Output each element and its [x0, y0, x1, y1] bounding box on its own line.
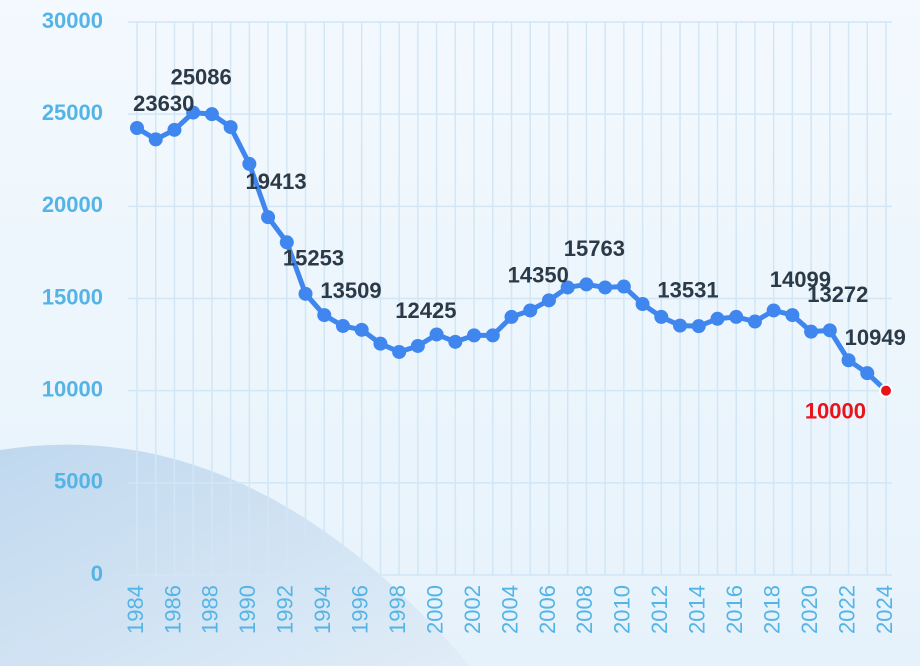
x-tick-label: 2014: [685, 585, 710, 634]
data-label: 14350: [508, 262, 569, 287]
x-tick-label: 2010: [610, 585, 635, 634]
x-tick-label: 1998: [385, 585, 410, 634]
x-tick-label: 2004: [497, 585, 522, 634]
x-tick-label: 2006: [535, 585, 560, 634]
point: [186, 105, 201, 120]
x-tick-label: 2002: [460, 585, 485, 634]
point: [148, 132, 163, 147]
data-label: 12425: [395, 298, 456, 323]
point: [691, 319, 706, 334]
point: [261, 210, 276, 225]
x-tick-label: 2008: [572, 585, 597, 634]
point: [598, 280, 613, 295]
point: [373, 336, 388, 351]
x-tick-label: 1990: [235, 585, 260, 634]
x-tick-label: 2016: [722, 585, 747, 634]
x-tick-label: 2018: [759, 585, 784, 634]
x-tick-label: 2012: [647, 585, 672, 634]
x-tick-label: 1984: [123, 585, 148, 634]
point: [335, 318, 350, 333]
point: [635, 297, 650, 312]
data-label: 10000: [805, 398, 866, 423]
x-tick-label: 1986: [160, 585, 185, 634]
y-tick-label: 10000: [42, 376, 103, 401]
x-tick-label: 1988: [198, 585, 223, 634]
y-tick-label: 0: [91, 561, 103, 586]
point: [804, 324, 819, 339]
point: [673, 318, 688, 333]
x-tick-label: 1996: [348, 585, 373, 634]
data-label: 23630: [133, 91, 194, 116]
point: [860, 366, 875, 381]
point: [392, 344, 407, 359]
data-label: 10949: [845, 325, 906, 350]
data-label: 13272: [807, 282, 868, 307]
point: [467, 328, 482, 343]
point: [616, 279, 631, 294]
point: [410, 338, 425, 353]
x-tick-label: 1992: [273, 585, 298, 634]
point: [879, 383, 893, 398]
data-label: 15253: [283, 246, 344, 271]
data-label: 13531: [657, 277, 718, 302]
point: [204, 107, 219, 122]
point: [485, 328, 500, 343]
point: [354, 322, 369, 337]
point: [654, 309, 669, 324]
point: [429, 327, 444, 342]
data-label: 14099: [770, 267, 831, 292]
point: [242, 156, 257, 171]
data-label: 19413: [245, 169, 306, 194]
point: [298, 286, 313, 301]
point: [317, 308, 332, 323]
point: [448, 334, 463, 349]
x-tick-label: 2000: [422, 585, 447, 634]
point: [766, 303, 781, 318]
point: [785, 308, 800, 323]
y-tick-label: 25000: [42, 100, 103, 125]
x-tick-label: 2022: [834, 585, 859, 634]
point: [279, 235, 294, 250]
data-label: 13509: [320, 278, 381, 303]
y-tick-label: 5000: [54, 469, 103, 494]
point: [223, 120, 238, 135]
y-tick-label: 20000: [42, 192, 103, 217]
y-tick-label: 30000: [42, 8, 103, 33]
point: [729, 309, 744, 324]
point: [541, 293, 556, 308]
x-tick-label: 1994: [310, 585, 335, 634]
point: [710, 311, 725, 326]
x-tick-label: 2024: [872, 585, 897, 634]
x-tick-label: 2020: [797, 585, 822, 634]
point: [822, 323, 837, 338]
point: [560, 280, 575, 295]
point: [130, 120, 144, 135]
point: [747, 314, 762, 329]
point: [841, 353, 856, 368]
point: [504, 309, 519, 324]
background-shape: [0, 444, 470, 666]
point: [523, 303, 538, 318]
y-tick-label: 15000: [42, 284, 103, 309]
point: [579, 277, 594, 292]
data-label: 15763: [564, 236, 625, 261]
data-label: 25086: [171, 64, 232, 89]
point: [167, 122, 182, 137]
